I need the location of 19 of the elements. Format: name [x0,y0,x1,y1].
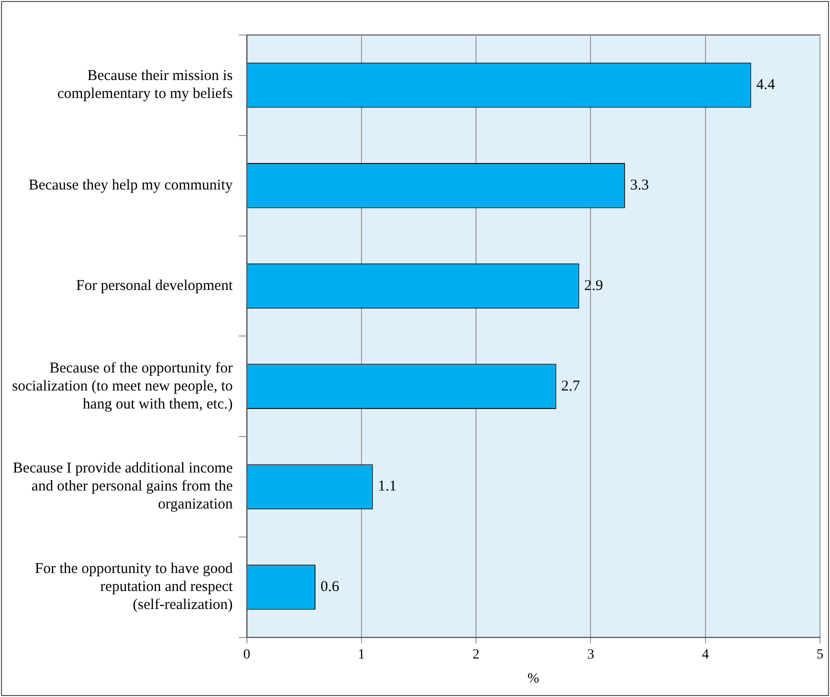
data-label: 2.9 [584,278,603,294]
x-tick-label: 5 [816,647,824,662]
data-label: 2.7 [561,378,581,394]
y-tick-label: Because of the opportunity for socialization (to meet new people, to hang out with them, etc.) [12,360,233,412]
data-label: 1.1 [378,478,397,495]
y-tick-label: Because I provide additional income and other personal gains from the organization [12,460,234,513]
x-tick-label: 3 [587,647,594,662]
y-tick-label: Because their mission is complementary to my beliefs [57,68,233,102]
data-label: 0.6 [320,579,340,596]
data-label: 4.4 [756,77,776,94]
x-tick-label: 1 [358,647,365,662]
x-tick-label: 0 [243,647,250,662]
x-tick-label: 4 [702,647,709,662]
x-tick-label: 2 [472,647,480,662]
y-tick-label: Because they help my community [28,178,234,194]
y-tick-label: For personal development [76,278,234,294]
x-axis-title: % [528,671,540,686]
data-label: 3.3 [630,178,649,194]
y-tick-label: For the opportunity to have good reputation and respect (self-realization) [34,561,234,614]
